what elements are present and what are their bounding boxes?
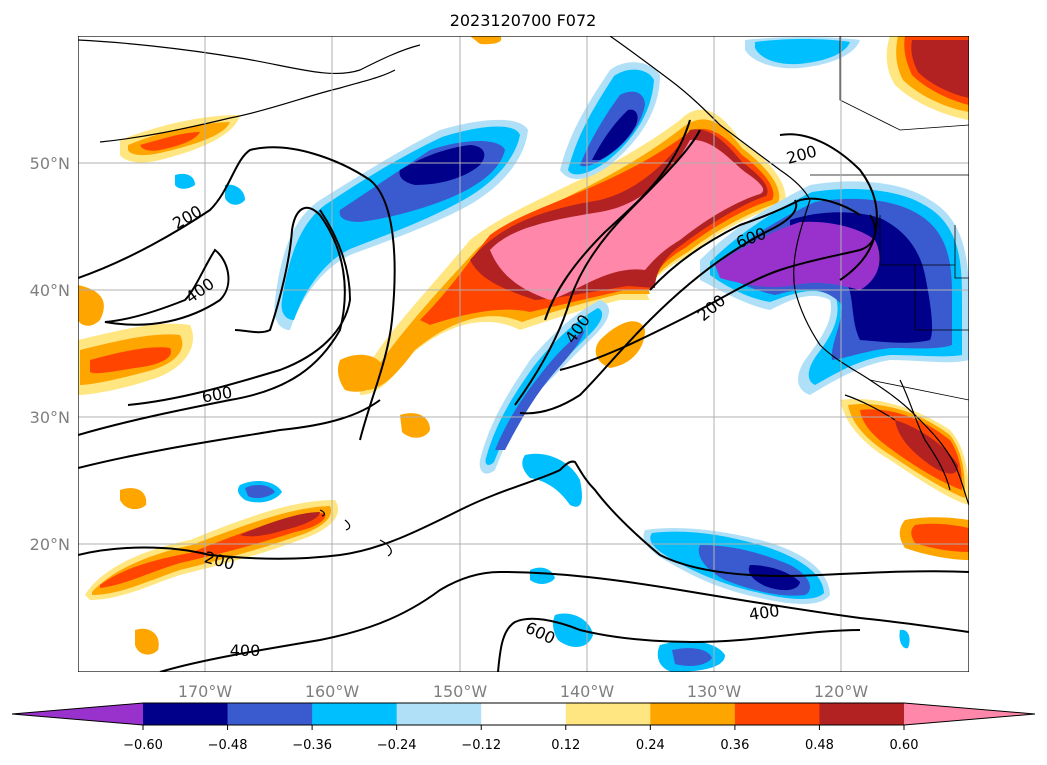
colorbar-cell [312,703,398,725]
contour-label: 400 [230,641,261,660]
colorbar-tick-label: 0.24 [636,738,665,753]
colorbar-cell [227,703,313,725]
lon-label-150w: 150°W [433,682,488,701]
lon-label-120w: 120°W [814,682,869,701]
colorbar-tick-label: −0.36 [292,738,332,753]
colorbar-cell [650,703,736,725]
colorbar-cell [143,703,229,725]
colorbar-tick-label: −0.48 [208,738,248,753]
map-panel[interactable]: 200 400 600 600 400 200 200 600 400 200 … [78,36,969,672]
lat-label-20n: 20°N [30,535,70,554]
lat-label-50n: 50°N [30,154,70,173]
longitude-labels: 170°W 160°W 150°W 140°W 130°W 120°W [178,682,869,701]
colorbar-tick-label: 0.48 [805,738,834,753]
lon-label-140w: 140°W [560,682,615,701]
lat-label-40n: 40°N [30,281,70,300]
colorbar-tick-label: −0.12 [461,738,501,753]
lon-label-130w: 130°W [687,682,742,701]
lat-label-30n: 30°N [30,408,70,427]
colorbar-cell [481,703,567,725]
contour-label: 400 [748,601,781,624]
colorbar: −0.60 −0.48 −0.36 −0.24 −0.12 0.12 0.24 0.36 0.4… [11,702,1036,753]
colorbar-extend-high [904,703,1035,725]
colorbar-tick-label: 0.60 [890,738,919,753]
colorbar-cell [734,703,820,725]
contour-lines [78,119,969,672]
colorbar-tick-label: 0.36 [720,738,749,753]
lon-label-170w: 170°W [178,682,233,701]
colorbar-cell [565,703,651,725]
lon-label-160w: 160°W [305,682,360,701]
latitude-labels: 50°N 40°N 30°N 20°N [30,154,70,554]
colorbar-tick-label: 0.12 [551,738,580,753]
borders [810,36,969,401]
colorbar-extend-low [12,703,143,725]
map-title: 2023120700 F072 [450,11,597,30]
colorbar-tick-label: −0.60 [123,738,163,753]
colorbar-cell [396,703,482,725]
coastlines [78,36,969,557]
colorbar-tick-label: −0.24 [377,738,417,753]
gridlines [78,36,969,672]
colorbar-cell [819,703,905,725]
positive-anomaly-regions [78,36,969,655]
